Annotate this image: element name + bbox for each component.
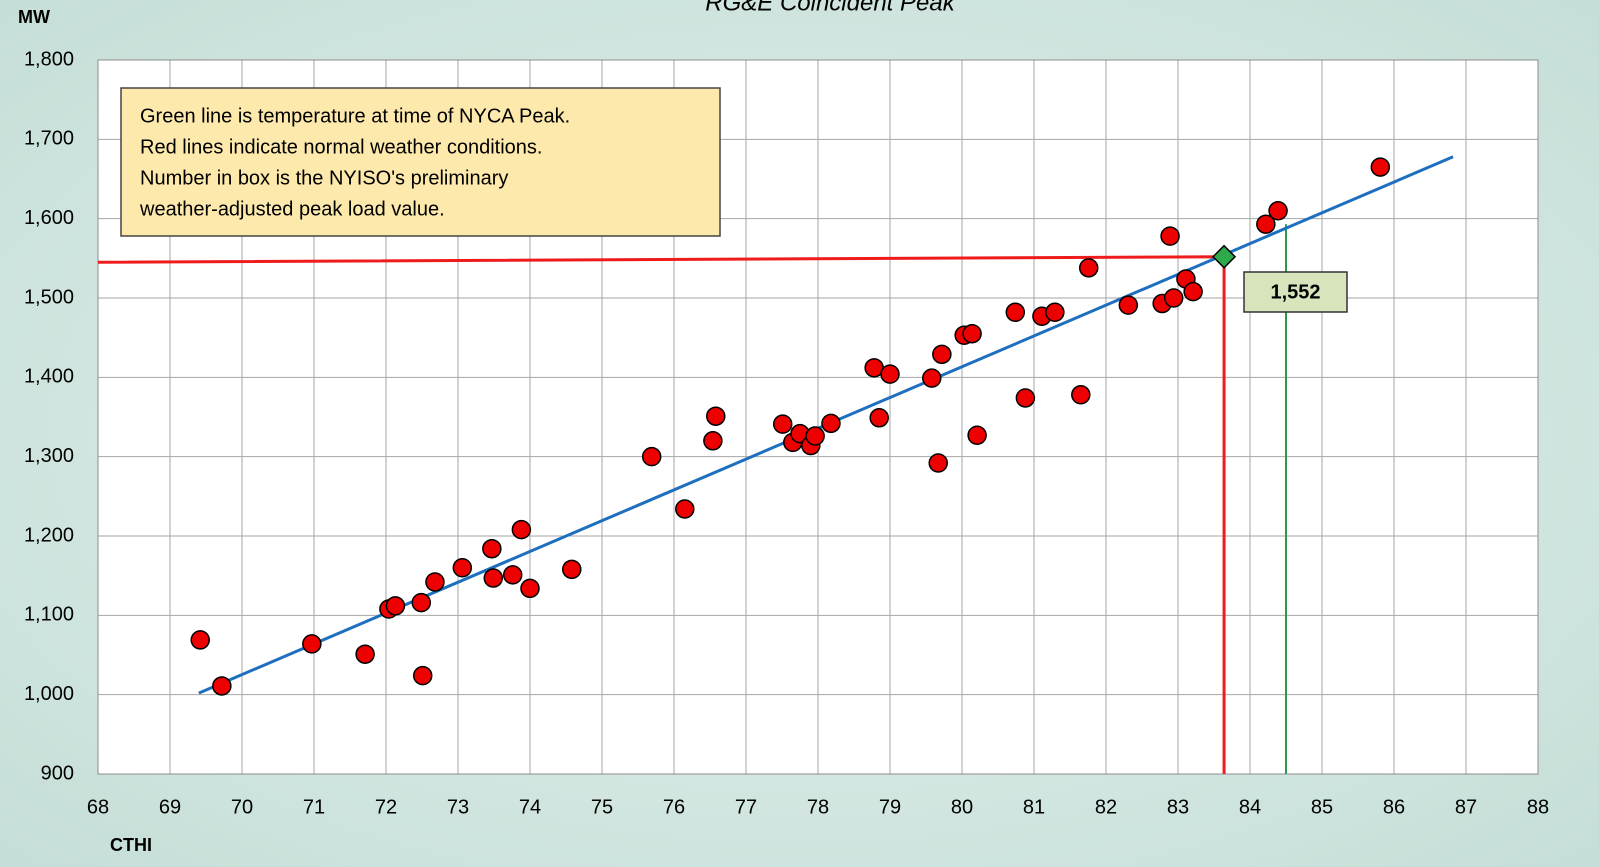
x-tick-label: 78 [807,796,829,818]
x-tick-label: 79 [879,796,901,818]
chart-title: RG&E Coincident Peak [705,0,956,16]
data-point [641,446,662,467]
data-point [772,414,793,434]
x-axis-label: CTHI [110,835,152,855]
x-tick-label: 84 [1239,796,1261,818]
data-point [1163,288,1184,308]
x-tick-label: 73 [447,796,469,818]
data-point [355,644,375,664]
data-point [385,596,406,616]
data-point [880,364,900,384]
data-point [520,578,540,599]
y-tick-label: 1,700 [24,128,74,150]
x-tick-label: 70 [231,796,253,818]
data-point [302,634,322,654]
x-tick-label: 81 [1023,796,1045,818]
data-point [502,565,523,585]
data-point [706,406,726,426]
data-point [928,453,948,473]
y-tick-label: 900 [41,762,74,784]
x-tick-label: 88 [1527,796,1549,818]
data-point [1078,258,1099,278]
x-tick-label: 68 [87,796,109,818]
data-point [425,572,445,592]
data-point [483,568,504,588]
x-tick-label: 82 [1095,796,1117,818]
annotation-box [120,87,721,237]
data-point [1071,385,1091,405]
y-tick-label: 1,200 [24,524,74,546]
data-point [212,676,232,696]
value-label-box [1243,271,1348,313]
annotation-text: Red lines indicate normal weather condit… [140,136,542,158]
x-tick-label: 80 [951,796,973,818]
data-point [1118,295,1139,315]
data-point [962,323,982,344]
x-tick-label: 87 [1455,796,1477,818]
y-tick-label: 1,300 [24,445,74,467]
data-point [967,425,987,445]
data-point [190,630,210,650]
y-tick-label: 1,400 [24,366,74,388]
annotation-text: Green line is temperature at time of NYC… [140,105,570,127]
x-tick-label: 83 [1167,796,1189,818]
plot-border [97,59,1539,775]
data-point [703,431,723,451]
data-point [1183,281,1203,302]
y-tick-label: 1,000 [24,683,74,705]
data-point [562,559,582,580]
x-tick-label: 85 [1311,796,1333,818]
x-tick-label: 72 [375,796,397,818]
data-point [412,665,433,686]
data-point [821,413,841,434]
data-point [1370,157,1391,177]
data-point [869,408,889,428]
annotation-text: weather-adjusted peak load value. [139,198,445,220]
x-tick-label: 86 [1383,796,1405,818]
value-label: 1,552 [1270,281,1320,303]
data-point [1045,302,1065,323]
annotation-text: Number in box is the NYISO's preliminary [140,167,508,189]
x-tick-label: 76 [663,796,685,818]
data-point [411,592,432,613]
data-point [1005,302,1026,323]
y-tick-label: 1,600 [24,207,74,229]
peak-marker [1212,244,1237,269]
x-tick-label: 77 [735,796,757,818]
data-point [1160,226,1180,246]
data-point [1268,200,1288,221]
data-point [805,426,825,446]
x-tick-label: 69 [159,796,181,818]
data-point [1256,214,1276,234]
data-point [675,499,695,519]
x-tick-label: 71 [303,796,325,818]
data-point [922,368,942,388]
data-point [932,344,952,365]
data-point [482,538,502,559]
data-point [511,519,532,540]
data-point [452,557,473,578]
x-tick-label: 74 [519,796,541,818]
y-tick-label: 1,500 [24,286,74,308]
data-point [1015,388,1036,408]
x-tick-label: 75 [591,796,613,818]
y-axis-label: MW [18,7,50,27]
y-tick-label: 1,800 [24,48,74,70]
y-tick-label: 1,100 [24,604,74,626]
